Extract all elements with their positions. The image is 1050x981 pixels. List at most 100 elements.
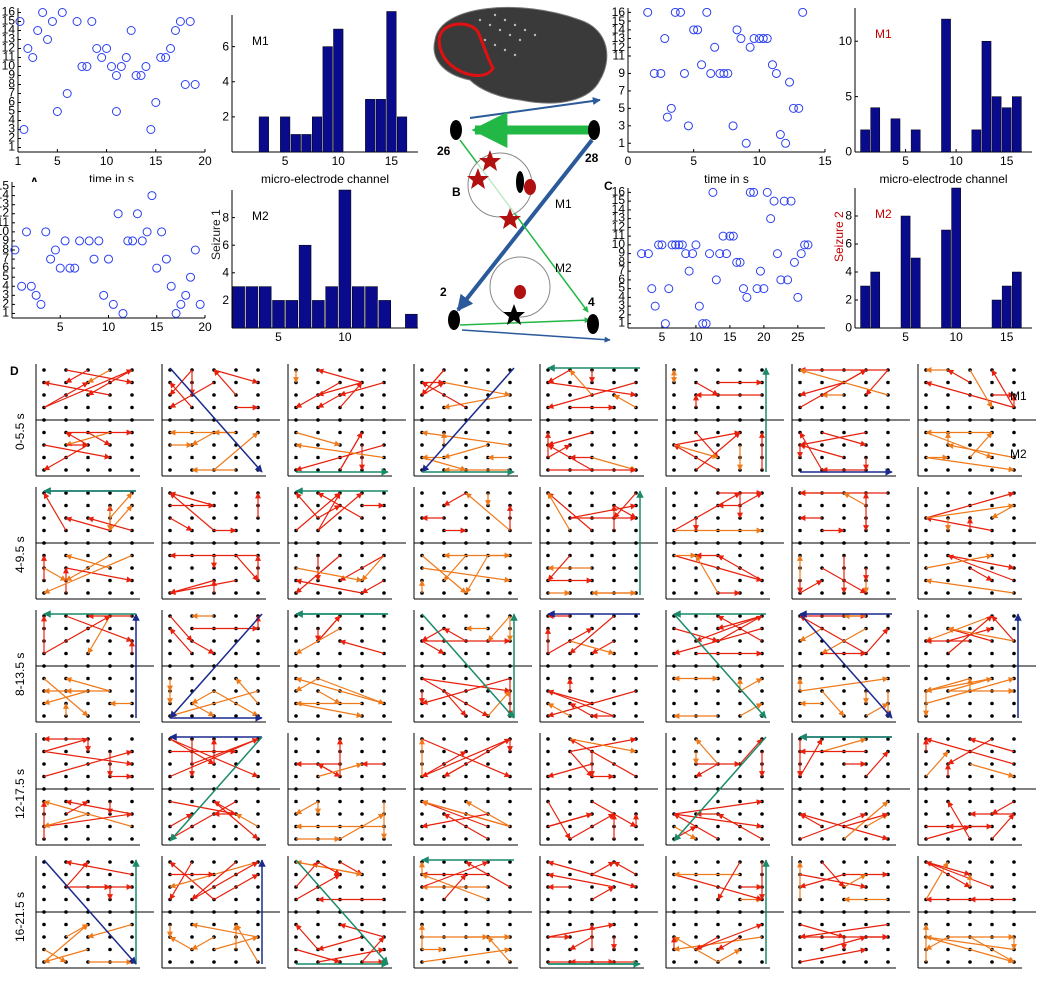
electrode — [568, 380, 572, 385]
arrow — [547, 381, 637, 398]
electrode — [420, 541, 424, 545]
electrode — [634, 430, 638, 435]
electrode — [212, 676, 216, 681]
electrode — [946, 910, 950, 914]
electrode — [968, 626, 972, 631]
point — [132, 209, 142, 219]
chart-label: M1 — [252, 34, 269, 48]
electrode — [338, 528, 342, 533]
electrode — [738, 799, 742, 804]
y-tick-label: 11 — [3, 50, 16, 64]
arrow — [443, 555, 467, 581]
arrow — [569, 751, 593, 777]
arrow — [865, 628, 889, 654]
node-label: 2 — [440, 285, 447, 299]
electrode — [168, 664, 172, 668]
electrode — [716, 368, 720, 372]
electrode — [382, 885, 386, 889]
y-tick-label: 10 — [839, 34, 853, 48]
bar — [910, 129, 921, 153]
electrode — [672, 503, 676, 508]
electrode — [968, 491, 972, 495]
electrode — [86, 503, 90, 508]
y-tick-label: 4 — [2, 278, 9, 292]
arrow — [43, 750, 133, 767]
y-tick-label: 12 — [2, 41, 16, 55]
point — [94, 236, 104, 246]
electrode — [256, 812, 260, 816]
electrode — [190, 837, 194, 841]
arrow — [799, 923, 889, 940]
electrode — [716, 418, 720, 422]
node-label: 4 — [588, 295, 595, 309]
arrow — [717, 948, 741, 963]
electrode — [316, 418, 320, 422]
electrode — [382, 749, 386, 754]
electrode — [168, 812, 172, 816]
electrode — [360, 885, 364, 889]
arrow — [169, 861, 193, 901]
electrode — [382, 541, 386, 545]
electrode — [842, 689, 846, 693]
electrode — [946, 614, 950, 618]
electrode — [672, 910, 676, 914]
electrode — [760, 553, 764, 558]
y-tick-label: 9 — [8, 68, 15, 82]
electrode — [234, 787, 238, 791]
electrode — [546, 922, 550, 927]
electrode — [924, 651, 928, 656]
arrow — [65, 799, 133, 815]
electrode — [382, 393, 386, 397]
electrode — [798, 714, 802, 718]
y-tick-label: 11 — [0, 215, 9, 229]
point — [185, 17, 195, 26]
point — [706, 68, 716, 78]
bar — [312, 300, 325, 329]
electrode — [316, 591, 320, 595]
electrode — [256, 455, 260, 460]
arrow — [613, 492, 637, 519]
bar — [870, 271, 881, 329]
point — [46, 254, 56, 264]
arrow — [799, 873, 845, 889]
electrode — [612, 491, 616, 495]
electrode — [1012, 368, 1016, 372]
electrode — [464, 430, 468, 435]
electrode — [234, 910, 238, 914]
arrow — [865, 751, 889, 777]
point — [650, 301, 660, 311]
electrode — [820, 418, 824, 422]
electrode — [760, 947, 764, 952]
electrode — [672, 468, 676, 472]
electrode — [820, 960, 824, 964]
point — [128, 236, 138, 246]
point — [677, 240, 687, 250]
electrode — [886, 430, 890, 435]
electrode — [694, 910, 698, 914]
y-tick-label: 10 — [0, 224, 9, 238]
point — [102, 44, 112, 53]
x-tick-label: 15 — [723, 330, 737, 344]
x-tick-label: 20 — [757, 330, 771, 344]
point — [794, 103, 804, 113]
point — [151, 98, 161, 107]
electrode — [864, 837, 868, 841]
arrow — [317, 936, 363, 951]
electrode — [234, 566, 238, 570]
arrow — [361, 579, 385, 594]
electrode — [86, 455, 90, 460]
arrow — [443, 394, 511, 410]
arrow — [947, 626, 1015, 642]
electrode — [820, 664, 824, 668]
bar — [298, 244, 312, 329]
point — [718, 231, 728, 241]
arrow — [421, 800, 489, 828]
electrode — [86, 491, 90, 495]
point — [121, 53, 131, 62]
y-tick-label: 7 — [2, 251, 9, 265]
point — [141, 62, 151, 71]
arrow — [739, 677, 763, 692]
electrode — [820, 591, 824, 595]
electrode — [486, 418, 490, 422]
electrode — [486, 774, 490, 779]
